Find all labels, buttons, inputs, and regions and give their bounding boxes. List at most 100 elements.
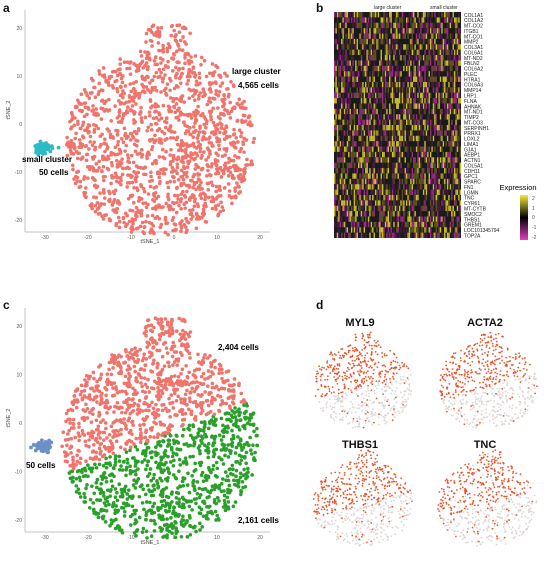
heatmap-cell xyxy=(358,50,359,55)
cell-point xyxy=(215,448,219,452)
cell-point xyxy=(72,418,76,422)
heatmap-cell xyxy=(381,233,382,238)
heatmap-cell xyxy=(403,130,404,135)
heatmap-cell xyxy=(362,136,363,141)
heatmap-cell xyxy=(405,222,406,227)
heatmap-cell xyxy=(374,17,375,22)
cell-point xyxy=(216,106,220,110)
heatmap-cell xyxy=(382,157,383,162)
heatmap-cell xyxy=(342,98,343,103)
cell-point xyxy=(163,73,167,77)
heatmap-cell xyxy=(338,216,339,221)
heatmap-cell xyxy=(433,44,434,49)
heatmap-cell xyxy=(371,12,372,17)
heatmap-cell xyxy=(393,184,394,189)
heatmap-cell xyxy=(374,130,375,135)
heatmap-cell xyxy=(382,184,383,189)
cell-point xyxy=(108,455,112,459)
heatmap-cell xyxy=(433,82,434,87)
heatmap-cell xyxy=(413,120,414,125)
cell-point xyxy=(185,175,189,179)
heatmap-cell xyxy=(450,34,451,39)
heatmap-cell xyxy=(389,233,390,238)
large-cluster-count: 4,565 cells xyxy=(238,81,279,90)
heatmap-cell xyxy=(413,71,414,76)
heatmap-cell xyxy=(450,173,451,178)
heatmap-cell xyxy=(345,60,346,65)
cell-point xyxy=(240,102,244,106)
heatmap-cell xyxy=(364,152,365,157)
cell-point xyxy=(188,197,192,201)
heatmap-cell xyxy=(437,34,438,39)
heatmap-cell xyxy=(430,34,431,39)
heatmap-cell xyxy=(436,17,437,22)
heatmap-cell xyxy=(359,12,360,17)
heatmap-cell xyxy=(457,206,458,211)
heatmap-cell xyxy=(365,179,366,184)
cell-point xyxy=(132,442,136,446)
cell-point xyxy=(187,79,191,83)
heatmap-cell xyxy=(427,147,428,152)
heatmap-cell xyxy=(357,130,358,135)
cell-point xyxy=(160,206,164,210)
heatmap-cell xyxy=(437,82,438,87)
heatmap-cell xyxy=(438,55,439,60)
cell-point xyxy=(160,26,164,30)
heatmap-cell xyxy=(382,71,383,76)
cell-point xyxy=(127,364,131,368)
heatmap-cell xyxy=(454,233,455,238)
heatmap-cell xyxy=(396,66,397,71)
cell-point xyxy=(239,458,243,462)
heatmap-cell xyxy=(426,147,427,152)
heatmap-cell xyxy=(340,206,341,211)
cell-point xyxy=(148,28,152,32)
heatmap-cell xyxy=(403,206,404,211)
heatmap-cell xyxy=(399,17,400,22)
heatmap-cell xyxy=(341,17,342,22)
heatmap-cell xyxy=(458,98,459,103)
cell-point xyxy=(73,145,77,149)
heatmap-cell xyxy=(374,50,375,55)
heatmap-cell xyxy=(448,55,449,60)
heatmap-cell xyxy=(379,190,380,195)
heatmap-cell xyxy=(436,66,437,71)
heatmap-cell xyxy=(340,50,341,55)
heatmap-cell xyxy=(430,39,431,44)
cell-point xyxy=(134,63,138,67)
heatmap-cell xyxy=(437,179,438,184)
heatmap-cell xyxy=(335,195,336,200)
heatmap-cell xyxy=(386,82,387,87)
cell-point xyxy=(183,166,187,170)
heatmap-cell xyxy=(433,179,434,184)
heatmap-cell xyxy=(455,109,456,114)
heatmap-cell xyxy=(382,23,383,28)
heatmap-cell xyxy=(374,77,375,82)
cell-point xyxy=(139,183,143,187)
cell-point xyxy=(141,60,145,64)
heatmap-cell xyxy=(334,109,335,114)
cell-point xyxy=(188,113,192,117)
cell-point xyxy=(146,53,150,57)
heatmap-cell xyxy=(379,157,380,162)
cell-point xyxy=(122,102,126,106)
cell-point xyxy=(128,96,132,100)
cell-point xyxy=(172,406,176,410)
heatmap-cell xyxy=(412,216,413,221)
heatmap-cell xyxy=(390,200,391,205)
cell-point xyxy=(134,534,138,538)
heatmap-cell xyxy=(412,130,413,135)
heatmap-cell xyxy=(451,98,452,103)
heatmap-cell xyxy=(369,173,370,178)
heatmap-cell xyxy=(453,109,454,114)
cell-point xyxy=(196,202,200,206)
cell-point xyxy=(217,194,221,198)
cell-point xyxy=(135,144,139,148)
heatmap-cell xyxy=(372,179,373,184)
heatmap-cell xyxy=(334,184,335,189)
cell-point xyxy=(161,44,165,48)
cell-point xyxy=(241,480,245,484)
heatmap-cell xyxy=(389,12,390,17)
heatmap-cell xyxy=(436,227,437,232)
heatmap-cell xyxy=(348,28,349,33)
heatmap-cell xyxy=(440,17,441,22)
